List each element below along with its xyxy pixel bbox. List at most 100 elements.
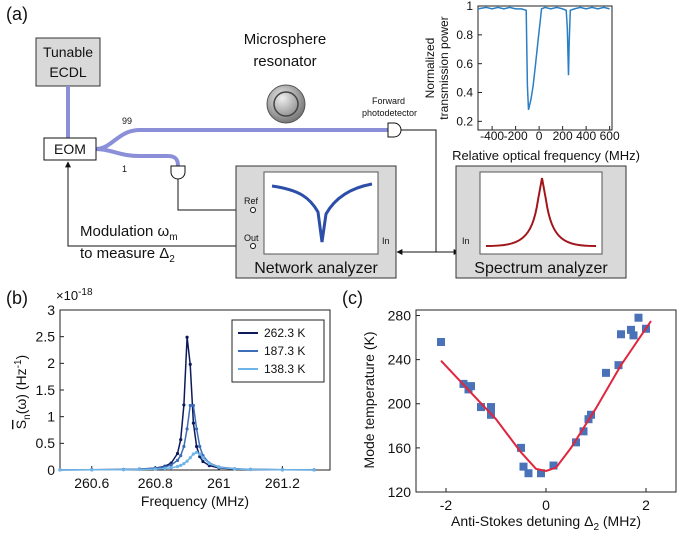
y-tick-label: 3 (47, 302, 55, 318)
screen (479, 171, 603, 255)
data-point (627, 325, 635, 334)
eom-box (43, 137, 97, 161)
x-tick-label: -200 (504, 129, 528, 143)
split-label: 99 (122, 116, 132, 126)
subscript: 2 (169, 254, 175, 265)
data-point (437, 337, 445, 346)
instrument-label: Network analyzer (254, 260, 378, 277)
x-tick-label: 260.6 (74, 475, 109, 491)
y-tick-label: 0.2 (456, 115, 473, 129)
instrument-label: Spectrum analyzer (474, 260, 608, 277)
plot-frame (477, 5, 613, 131)
data-point (169, 466, 173, 470)
data-line (477, 6, 610, 110)
y-tick-label: 1.5 (36, 382, 56, 398)
y-tick-label: 0 (47, 462, 55, 478)
x-tick-label: 0 (536, 129, 543, 143)
data-line (59, 451, 315, 471)
x-tick-label: 261.2 (265, 475, 300, 491)
data-point (175, 451, 180, 456)
laser-label: ECDL (49, 64, 87, 80)
text: Modulation ω (80, 223, 170, 240)
superscript: -1 (13, 359, 24, 368)
text: (ω) (Hz (13, 368, 29, 414)
data-point (191, 421, 196, 425)
wire (177, 179, 251, 213)
data-point (188, 362, 192, 366)
text: (MHz) (599, 513, 641, 529)
data-point (517, 443, 525, 452)
microsphere (273, 91, 299, 117)
port-label: Ref (244, 196, 259, 206)
y-tick-label: 0.4 (456, 86, 473, 100)
data-point (194, 444, 199, 449)
y-tick-label: 2 (47, 355, 55, 371)
x-tick-label: 261 (207, 475, 231, 491)
data-point (537, 469, 545, 478)
data-point (185, 427, 189, 431)
data-point (194, 427, 199, 431)
y-tick-label: 200 (388, 396, 412, 412)
subscript: 2 (593, 522, 599, 533)
data-point (549, 461, 558, 470)
x-axis-label: Frequency (MHz) (141, 493, 249, 509)
y-axis-label: Sn(ω) (Hz-1) (13, 355, 33, 429)
data-point (248, 467, 253, 472)
data-point (182, 444, 186, 449)
data-point (182, 462, 186, 466)
data-point (614, 361, 623, 370)
y-axis-label: Normalized (423, 38, 437, 99)
x-tick-label: 400 (576, 129, 596, 143)
data-point (179, 463, 183, 467)
port (250, 243, 256, 249)
x-tick-label: 200 (553, 129, 573, 143)
data-point (602, 368, 610, 377)
data-point (217, 465, 221, 469)
data-point (524, 469, 533, 478)
wire (401, 129, 437, 252)
eom-label: EOM (54, 141, 86, 157)
port-label: In (382, 236, 390, 246)
data-point (188, 403, 192, 408)
port (250, 207, 256, 213)
data-point (185, 459, 189, 463)
data-point (179, 454, 183, 458)
data-point (579, 427, 588, 436)
x-axis-label: Relative optical frequency (MHz) (452, 148, 640, 163)
text: to measure Δ (80, 245, 169, 262)
data-point (629, 331, 638, 340)
data-point (169, 463, 173, 467)
laser-box (35, 37, 101, 87)
y-tick-label: 240 (388, 352, 412, 368)
panel-b-labels: (b) ×10-18 Sn(ω) (Hz-1) Frequency (MHz) (6, 287, 249, 509)
modulation-label: to measure Δ2 (80, 245, 175, 265)
subscript: m (169, 232, 177, 243)
data-point (201, 459, 205, 464)
data-point (312, 468, 316, 472)
x-tick-label: -2 (440, 497, 453, 513)
data-point (185, 335, 189, 339)
panel-label: (b) (6, 288, 28, 308)
data-point (179, 438, 183, 442)
modulation-label: Modulation ωm (80, 223, 178, 243)
y-axis-label: transmission power (437, 16, 451, 119)
data-point (137, 467, 142, 472)
data-point (182, 403, 186, 407)
data-line (440, 320, 652, 473)
legend-label: 187.3 K (264, 344, 305, 358)
photodetector (170, 165, 186, 180)
y-tick-label: 160 (388, 440, 412, 456)
panel-c-labels: (c) Mode temperature (K) Anti-Stokes det… (342, 288, 641, 533)
detector-label: Forward (372, 96, 405, 106)
data-point (280, 468, 284, 472)
x-tick-label: 600 (600, 129, 620, 143)
split-label: 1 (122, 164, 127, 174)
microsphere (266, 84, 306, 124)
multiplier: ×10-18 (56, 287, 93, 303)
panel-label: (c) (342, 288, 363, 308)
inset-labels: Normalized transmission power Relative o… (423, 16, 640, 163)
text: ) (13, 355, 29, 360)
data-point (175, 458, 180, 462)
panel-a: (a) Tunable ECDL EOM 99 1 Microsphere re… (6, 4, 627, 279)
y-axis-label: Mode temperature (K) (361, 332, 377, 469)
